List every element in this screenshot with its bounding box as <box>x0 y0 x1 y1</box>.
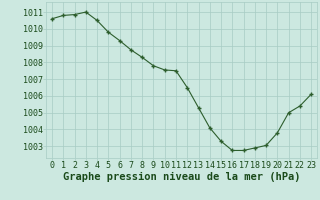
X-axis label: Graphe pression niveau de la mer (hPa): Graphe pression niveau de la mer (hPa) <box>63 172 300 182</box>
